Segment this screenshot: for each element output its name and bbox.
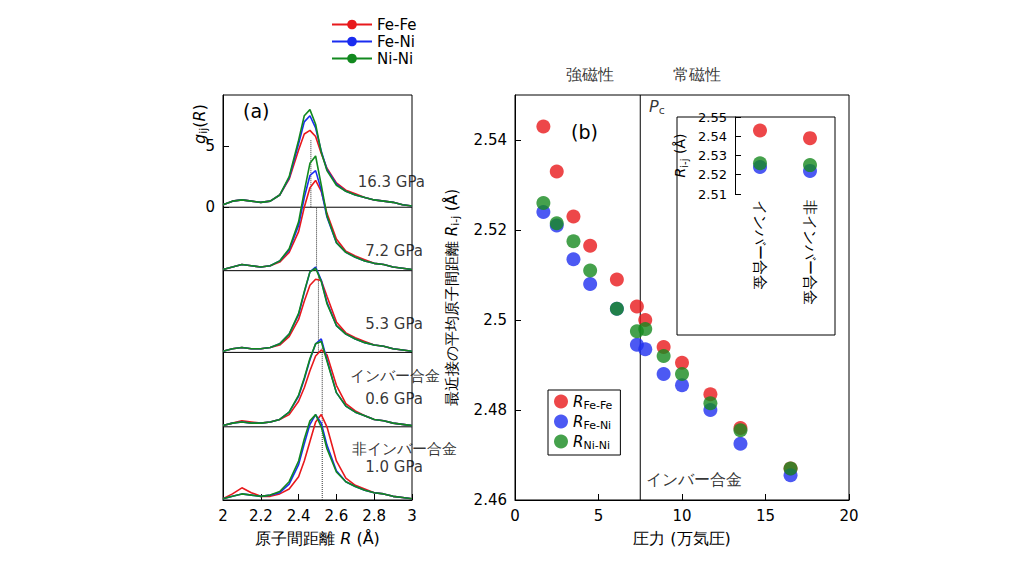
svg-text:15: 15	[756, 507, 775, 525]
svg-text:0: 0	[205, 198, 215, 216]
svg-text:原子間距離: 原子間距離	[255, 529, 340, 548]
svg-text:インバー合金: インバー合金	[646, 470, 742, 489]
svg-text:強磁性: 強磁性	[566, 65, 614, 84]
svg-text:最近接の平均原子間距離: 最近接の平均原子間距離	[443, 236, 461, 406]
svg-text:非インバー合金: 非インバー合金	[352, 440, 457, 458]
svg-text:0: 0	[510, 507, 520, 525]
svg-text:2.52: 2.52	[474, 221, 507, 239]
svg-text:2: 2	[218, 507, 228, 525]
svg-text:ij: ij	[197, 127, 210, 134]
svg-text:5: 5	[594, 507, 604, 525]
svg-text:2.54: 2.54	[698, 129, 727, 144]
svg-text:R: R	[573, 393, 583, 411]
svg-text:Ni-Ni: Ni-Ni	[377, 50, 413, 68]
svg-text:20: 20	[839, 507, 858, 525]
svg-text:R: R	[340, 529, 351, 548]
svg-text:2.8: 2.8	[362, 507, 386, 525]
svg-text:2.48: 2.48	[474, 401, 507, 419]
svg-text:(Å): (Å)	[672, 134, 688, 159]
svg-text:Fe-Fe: Fe-Fe	[377, 16, 417, 34]
svg-text:常磁性: 常磁性	[673, 65, 721, 84]
svg-text:2.6: 2.6	[324, 507, 348, 525]
svg-text:2.46: 2.46	[474, 491, 507, 509]
svg-text:Fe-Fe: Fe-Fe	[583, 399, 612, 412]
svg-text:圧力 (万気圧): 圧力 (万気圧)	[633, 529, 731, 548]
svg-text:g: g	[189, 133, 209, 144]
svg-text:7.2 GPa: 7.2 GPa	[365, 242, 423, 260]
svg-text:i-j: i-j	[679, 159, 690, 168]
svg-text:2.54: 2.54	[474, 131, 507, 149]
svg-text:R: R	[672, 168, 688, 178]
svg-text:非インバー合金: 非インバー合金	[801, 200, 819, 305]
svg-text:i-j: i-j	[449, 216, 462, 226]
svg-text:5: 5	[205, 137, 215, 155]
svg-text:2.55: 2.55	[698, 109, 727, 125]
svg-text:16.3 GPa: 16.3 GPa	[358, 173, 425, 191]
svg-text:2.2: 2.2	[249, 507, 273, 525]
svg-text:): )	[190, 104, 209, 110]
svg-text:Fe-Ni: Fe-Ni	[583, 419, 611, 432]
svg-text:(a): (a)	[243, 100, 269, 122]
svg-text:5.3 GPa: 5.3 GPa	[365, 315, 423, 333]
svg-text:2.53: 2.53	[698, 148, 727, 163]
svg-text:インバー合金: インバー合金	[751, 200, 769, 290]
svg-text:(Å): (Å)	[442, 189, 461, 216]
svg-text:2.52: 2.52	[698, 167, 727, 182]
svg-text:2.51: 2.51	[698, 187, 727, 202]
svg-text:0.6 GPa: 0.6 GPa	[365, 390, 423, 408]
svg-text:10: 10	[672, 507, 691, 525]
svg-text:R: R	[573, 433, 583, 451]
svg-text:P: P	[649, 97, 659, 116]
svg-text:R: R	[573, 413, 583, 431]
svg-text:3: 3	[407, 507, 417, 525]
svg-text:Fe-Ni: Fe-Ni	[377, 33, 415, 51]
svg-text:R: R	[190, 110, 209, 121]
svg-text:c: c	[659, 104, 665, 117]
svg-text:1.0 GPa: 1.0 GPa	[365, 458, 423, 476]
svg-text:(Å): (Å)	[351, 529, 380, 548]
svg-text:(b): (b)	[571, 121, 598, 143]
svg-text:インバー合金: インバー合金	[350, 367, 440, 385]
svg-text:Ni-Ni: Ni-Ni	[583, 439, 610, 452]
svg-text:2.4: 2.4	[287, 507, 311, 525]
svg-text:2.5: 2.5	[483, 311, 507, 329]
svg-text:R: R	[443, 226, 461, 236]
